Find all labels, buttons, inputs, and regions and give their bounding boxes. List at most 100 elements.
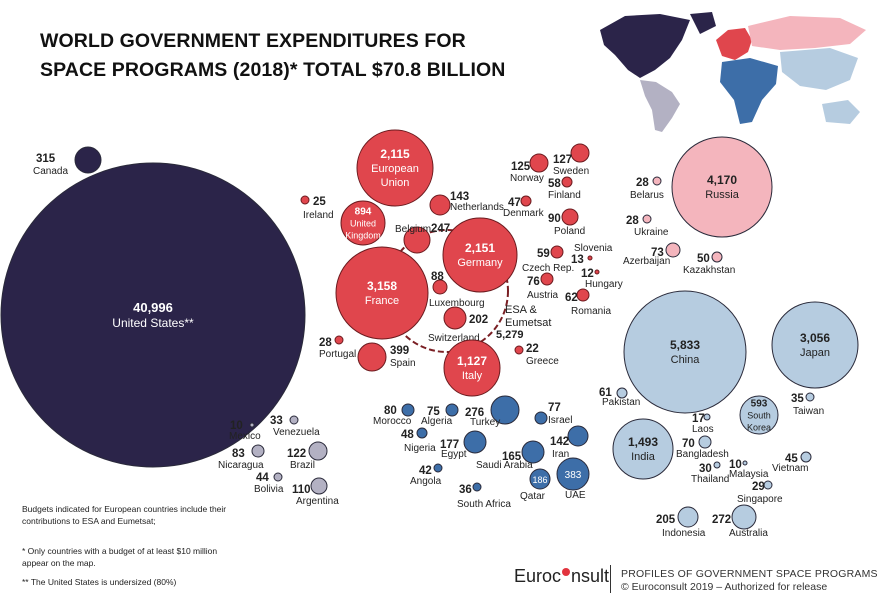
bubble-circle (623, 290, 747, 414)
bubble-label: India (631, 451, 656, 463)
bubble-label: Switzerland (428, 333, 480, 344)
bubble-label: Israel (548, 415, 572, 426)
bubble-value: 30 (699, 463, 712, 475)
bubble-circle (335, 246, 429, 340)
bubble-value: 48 (401, 429, 414, 441)
bubble-circle (433, 463, 443, 473)
bubble-value: 88 (431, 271, 444, 283)
bubble-circle (771, 301, 859, 389)
bubble-label: Portugal (319, 349, 356, 360)
bubble-label: Finland (548, 190, 581, 201)
bubble-value: 247 (431, 223, 450, 235)
bubble-circle (308, 441, 328, 461)
bubble-label: Sweden (553, 166, 589, 177)
bubble-ireland: 25 Ireland (300, 195, 334, 221)
bubble-value: 61 (599, 387, 612, 399)
bubble-value: 10 (729, 459, 742, 471)
bubble-value: 122 (287, 448, 306, 460)
bubble-label: Spain (390, 358, 416, 369)
copyright: © Euroconsult 2019 – Authorized for rele… (621, 581, 828, 593)
bubble-label: South Africa (457, 499, 511, 510)
bubble-circle (703, 413, 711, 421)
bubble-circle (616, 387, 628, 399)
esa-label-line2: Eumetsat (505, 317, 551, 329)
logo-text-right: nsult (571, 566, 610, 586)
bubble-value: 3,056 (800, 331, 830, 345)
bubble-circle (521, 440, 545, 464)
bubble-circle (401, 403, 415, 417)
bubble-value: 28 (626, 215, 639, 227)
bubble-label: Italy (462, 370, 483, 382)
bubble-circle (490, 395, 520, 425)
title-line-2: SPACE PROGRAMS (2018)* TOTAL $70.8 BILLI… (40, 59, 506, 81)
bubble-circle (800, 451, 812, 463)
bubble-value: 593 (751, 398, 768, 409)
bubble-circle (567, 425, 589, 447)
bubble-value: 47 (508, 197, 521, 209)
bubble-indonesia: 205 Indonesia (656, 506, 706, 539)
bubble-germany: 2,151 Germany (442, 217, 518, 293)
esa-value: 5,279 (496, 329, 524, 341)
bubble-label: UAE (565, 490, 586, 501)
bubble-circle (711, 251, 723, 263)
bubble-label: Norway (510, 173, 544, 184)
bubble-value: 45 (785, 453, 798, 465)
map-latin-america (640, 80, 680, 132)
esa-label-line1: ESA & (505, 304, 537, 316)
bubble-value: 59 (537, 248, 550, 260)
bubble-label: Algeria (421, 416, 453, 427)
bubble-circle (561, 208, 579, 226)
bubble-label: Qatar (520, 491, 546, 502)
bubble-value: 3,158 (367, 279, 397, 293)
bubble-value: 205 (656, 514, 676, 526)
bubble-china: 5,833 China (623, 290, 747, 414)
note-european-budgets: Budgets indicated for European countries… (22, 504, 227, 526)
bubble-value: 1,493 (628, 435, 658, 449)
bubble-value: 127 (553, 154, 572, 166)
bubble-european-union: 2,115 European Union (356, 129, 434, 207)
bubble-circle (612, 418, 674, 480)
bubble-value: 143 (450, 191, 469, 203)
map-asia (780, 48, 858, 90)
logo-text-left: Euroc (514, 566, 562, 586)
bubble-label: Vietnam (772, 463, 809, 474)
bubble-circle (514, 345, 524, 355)
bubble-value: 40,996 (133, 300, 173, 315)
bubble-circle (300, 195, 310, 205)
bubble-value: 13 (571, 254, 584, 266)
bubble-circle (652, 176, 662, 186)
title-line-1: WORLD GOVERNMENT EXPENDITURES FOR (40, 30, 466, 52)
bubble-label: Canada (33, 166, 68, 177)
map-russia (748, 16, 866, 50)
bubble-label: Nicaragua (218, 460, 264, 471)
bubble-russia: 4,170 Russia (671, 136, 773, 238)
bubble-australia: 272 Australia (712, 504, 768, 539)
footer-divider (610, 565, 611, 593)
logo-dot-icon (562, 568, 571, 576)
bubble-circle (472, 482, 482, 492)
note-us-undersized: ** The United States is undersized (80%) (22, 577, 177, 587)
bubble-label: Kingdom (345, 230, 381, 240)
bubble-uae: 383 UAE (556, 457, 590, 501)
bubble-circle (432, 279, 448, 295)
map-africa-middle-east (720, 58, 778, 124)
